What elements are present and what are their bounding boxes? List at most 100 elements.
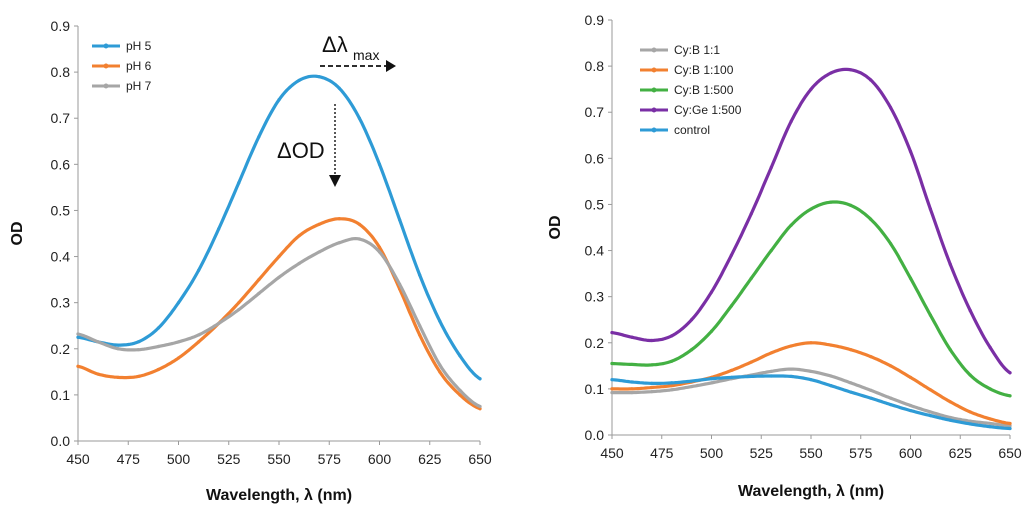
series-1-point — [197, 268, 201, 272]
series-1-point — [176, 301, 181, 305]
series-1-point — [869, 388, 873, 392]
series-2-point — [277, 254, 281, 259]
series-2-point — [377, 245, 382, 249]
series-3-point — [317, 250, 321, 254]
y-tick-label: 0.3 — [585, 289, 605, 305]
y-tick-label: 0.0 — [585, 427, 605, 443]
series-5-point — [869, 396, 873, 400]
series-5-point — [749, 374, 753, 379]
annotation-delta-od: ΔOD — [277, 138, 325, 163]
series-5-point — [809, 378, 813, 382]
series-4-point — [650, 338, 654, 343]
series-4-point — [709, 290, 714, 294]
series-2-point — [136, 374, 140, 379]
x-tick-label: 650 — [998, 445, 1022, 461]
series-4-point — [670, 334, 674, 338]
series-3-point — [988, 387, 992, 391]
x-tick-label: 650 — [468, 451, 492, 467]
series-2-point — [156, 367, 160, 372]
series-2-point — [650, 385, 654, 390]
series-1-point — [76, 335, 80, 339]
series-3-point — [478, 404, 482, 409]
legend-marker-5 — [651, 127, 657, 133]
series-5-point — [630, 380, 634, 384]
series-1-point — [630, 390, 634, 395]
series-2-point — [928, 388, 933, 392]
x-tick-label: 500 — [700, 445, 724, 461]
legend-marker-2 — [651, 67, 657, 73]
series-3-point — [277, 275, 281, 279]
series-2-point — [438, 370, 442, 374]
legend-label-1: pH 5 — [126, 39, 152, 53]
y-tick-label: 0.1 — [51, 387, 71, 403]
series-4-point — [690, 318, 694, 322]
series-3-point — [357, 237, 361, 241]
series-1-point — [237, 181, 241, 185]
series-1-point — [908, 403, 913, 408]
series-1-point — [948, 415, 952, 420]
series-2-point — [809, 341, 813, 345]
series-2-point — [630, 387, 634, 391]
series-2-point — [458, 393, 462, 397]
legend-label-3: pH 7 — [126, 79, 152, 93]
chart-1: 0.0 0.1 0.2 0.3 0.4 0.5 0.6 0.7 0.8 0.9 450 475 500 5… — [9, 18, 492, 504]
x-tick-label: 550 — [267, 451, 291, 467]
series-2-point — [908, 375, 913, 379]
series-1-point — [136, 340, 140, 344]
y-tick-label: 0.4 — [51, 249, 71, 265]
series-3-point — [650, 363, 654, 367]
series-1-point — [478, 377, 482, 381]
series-4-point — [1008, 371, 1012, 375]
series-2-point — [789, 344, 793, 348]
series-5-point — [670, 381, 674, 385]
series-5-point — [690, 379, 694, 383]
series-1-point — [789, 367, 793, 371]
series-2-point — [76, 364, 80, 368]
legend-marker-1 — [103, 43, 109, 49]
series-1-point — [650, 390, 654, 394]
y-axis-title: OD — [9, 222, 26, 246]
y-tick-label: 0.4 — [585, 243, 605, 259]
series-3-point — [176, 340, 181, 344]
series-2-point — [849, 348, 853, 352]
x-tick-label: 475 — [650, 445, 674, 461]
legend-marker-2 — [103, 63, 109, 69]
series-4-point — [769, 165, 773, 170]
y-tick-label: 0.6 — [51, 156, 71, 172]
series-2-point — [968, 410, 972, 414]
series-2-point — [418, 333, 422, 337]
series-1-point — [257, 135, 261, 139]
series-3-point — [948, 348, 952, 352]
legend-label-5: control — [674, 123, 710, 137]
series-5-point — [1008, 426, 1012, 431]
series-3-point — [116, 347, 120, 351]
x-tick-label: 450 — [600, 445, 624, 461]
x-tick-label: 600 — [368, 451, 392, 467]
y-tick-label: 0.2 — [585, 335, 605, 351]
series-2-point — [237, 301, 241, 305]
legend-label-1: Cy:B 1:1 — [674, 43, 720, 57]
series-1-point — [670, 388, 674, 392]
series-3-point — [337, 241, 341, 245]
series-4-point — [849, 68, 853, 72]
legend-label-2: pH 6 — [126, 59, 152, 73]
series-1-point — [317, 75, 321, 79]
series-1-point — [889, 396, 893, 400]
series-1-point — [928, 410, 933, 414]
series-2-point — [829, 343, 833, 347]
series-3-point — [630, 362, 634, 367]
x-tick-label: 550 — [799, 445, 823, 461]
series-3-point — [438, 363, 442, 367]
series-5-point — [769, 374, 773, 378]
series-2-point — [96, 372, 100, 376]
series-1-point — [217, 227, 221, 231]
series-2-point — [357, 222, 361, 226]
series-3-point — [769, 248, 773, 253]
series-3-point — [156, 344, 160, 349]
x-tick-label: 500 — [167, 451, 191, 467]
series-3-point — [690, 348, 694, 352]
legend-marker-3 — [103, 83, 109, 89]
series-4-point — [869, 78, 873, 82]
series-2-point — [197, 340, 201, 344]
